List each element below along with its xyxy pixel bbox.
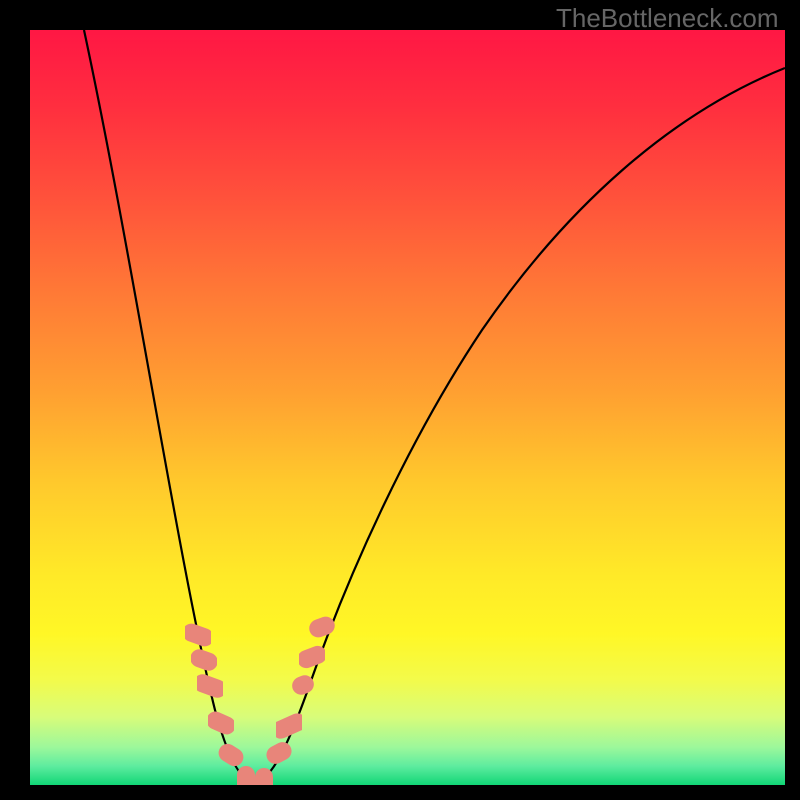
watermark-text: TheBottleneck.com bbox=[556, 3, 779, 34]
bottleneck-curve bbox=[30, 30, 785, 785]
plot-area bbox=[30, 30, 785, 785]
